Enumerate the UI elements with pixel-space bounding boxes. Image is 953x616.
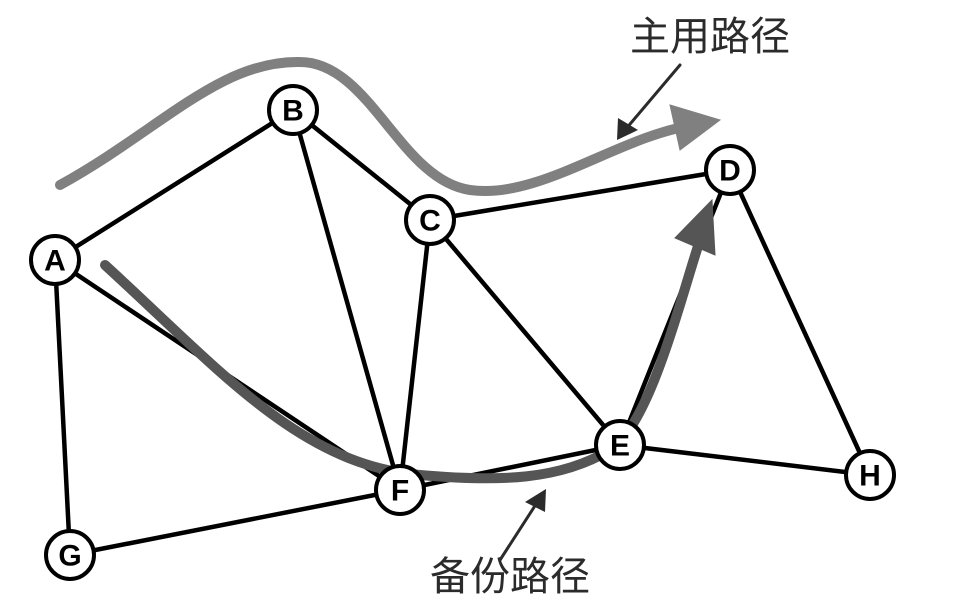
node-A-label: A [44, 245, 66, 278]
primary-path-label: 主用路径 [630, 14, 790, 59]
node-C: C [406, 196, 454, 244]
node-F-label: F [391, 475, 409, 508]
node-H-label: H [859, 460, 881, 493]
diagram-canvas: A B C D E F G H 主用路径备份路径 [0, 0, 953, 616]
background [0, 0, 953, 616]
node-G: G [46, 531, 94, 579]
node-E: E [596, 421, 644, 469]
node-C-label: C [419, 205, 441, 238]
node-G-label: G [58, 540, 81, 573]
node-B-label: B [282, 95, 304, 128]
node-D-label: D [719, 155, 741, 188]
node-A: A [31, 236, 79, 284]
backup-path-label: 备份路径 [430, 554, 590, 599]
node-B: B [269, 86, 317, 134]
node-D: D [706, 146, 754, 194]
node-F: F [376, 466, 424, 514]
node-H: H [846, 451, 894, 499]
node-E-label: E [610, 430, 630, 463]
